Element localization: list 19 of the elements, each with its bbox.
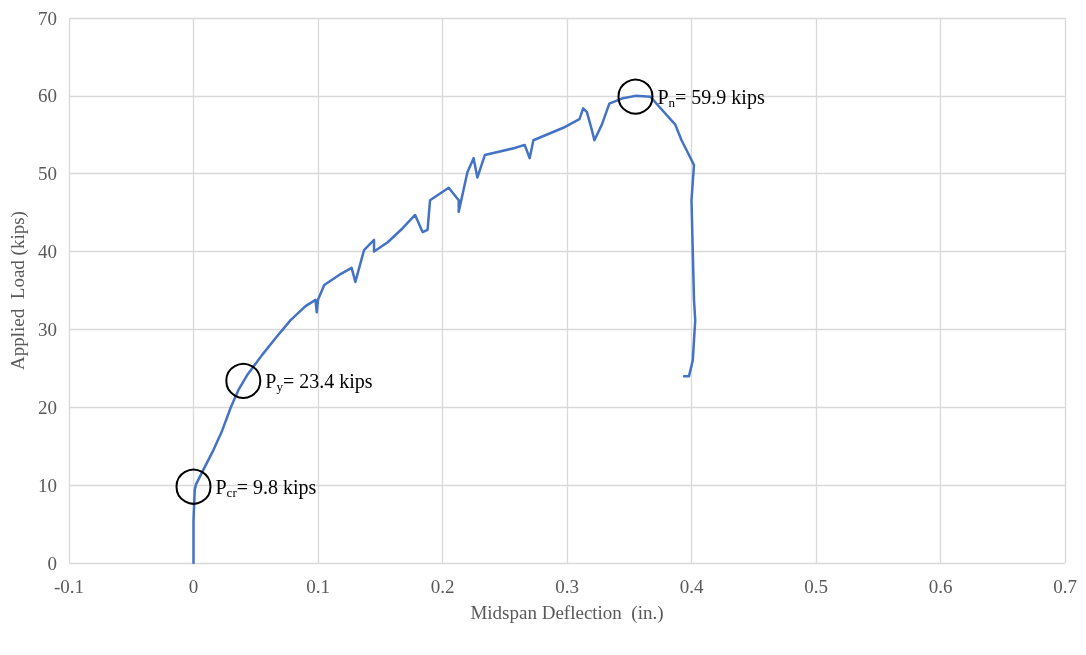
y-axis-title: Applied Load (kips) — [7, 211, 29, 370]
y-tick-label: 20 — [38, 396, 57, 418]
x-tick-label: 0.7 — [1053, 576, 1077, 597]
x-tick-label: 0.3 — [555, 576, 579, 597]
x-tick-label: -0.1 — [53, 576, 85, 597]
y-tick-label: 0 — [47, 552, 57, 574]
x-tick-label: 0.2 — [430, 576, 455, 597]
x-tick-label: 0.6 — [928, 576, 953, 597]
y-tick-label: 50 — [38, 163, 57, 185]
x-axis-title: Midspan Deflection (in.) — [470, 602, 664, 624]
y-tick-label: 40 — [38, 241, 57, 263]
x-tick-label: 0 — [188, 576, 199, 597]
y-tick-label: 60 — [38, 85, 57, 107]
x-tick-label: 0.4 — [679, 576, 704, 597]
y-tick-label: 30 — [38, 318, 57, 340]
y-tick-label: 70 — [38, 7, 57, 29]
x-tick-label: 0.1 — [306, 576, 330, 597]
x-tick-label: 0.5 — [804, 576, 828, 597]
y-tick-label: 10 — [38, 474, 57, 496]
